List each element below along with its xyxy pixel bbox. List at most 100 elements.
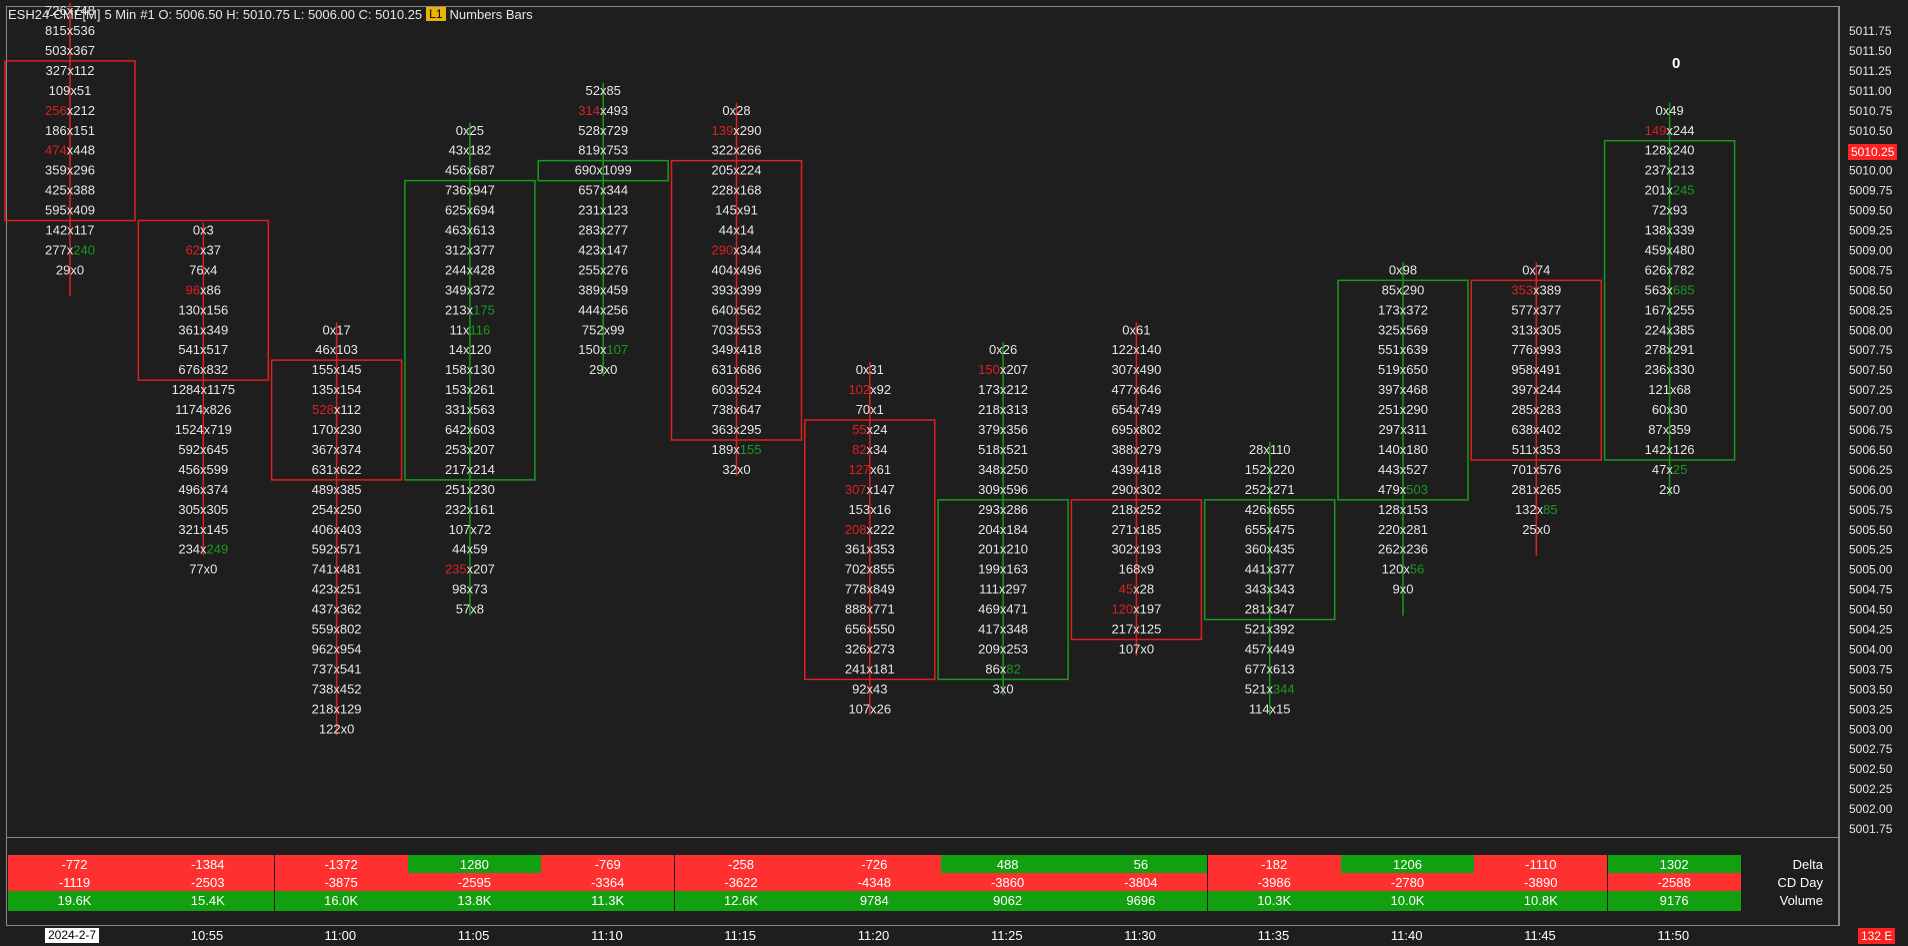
bar-body[interactable] <box>1337 279 1469 501</box>
bid-ask-cell: 640x562 <box>712 302 762 317</box>
stat-cell: -3622 <box>674 873 808 893</box>
bid-ask-cell: 111x297 <box>979 582 1027 597</box>
price-axis-label: 5009.00 <box>1849 243 1893 257</box>
price-axis-label: 5007.75 <box>1849 343 1893 357</box>
stat-row-delta: -772 -1384 -1372 1280 -769 -258 -726 488 56 -182 1… <box>8 855 1908 875</box>
bid-ask-cell: 76x4 <box>189 262 217 277</box>
bar-body[interactable] <box>1203 499 1336 621</box>
price-axis-label: 5009.75 <box>1849 184 1893 198</box>
stat-cell: 9784 <box>807 891 941 911</box>
bid-ask-cell: 251x290 <box>1378 402 1428 417</box>
bid-ask-cell: 404x496 <box>712 262 762 277</box>
price-axis-label: 5009.25 <box>1849 224 1893 238</box>
bar-body[interactable] <box>137 219 270 381</box>
bid-ask-cell: 244x428 <box>445 262 495 277</box>
bid-ask-cell: 135x154 <box>312 382 362 397</box>
price-axis-label: 5003.75 <box>1849 662 1893 676</box>
stat-cell: 9062 <box>941 891 1075 911</box>
bid-ask-cell: 0x74 <box>1522 262 1550 277</box>
bid-ask-cell: 655x475 <box>1245 522 1295 537</box>
bar-body[interactable] <box>4 60 136 222</box>
price-axis-label: 5002.50 <box>1849 762 1893 776</box>
bid-ask-cell: 626x782 <box>1645 262 1695 277</box>
bid-ask-cell: 173x372 <box>1378 302 1428 317</box>
bid-ask-cell: 150x107 <box>578 342 628 357</box>
bid-ask-cell: 232x161 <box>445 502 495 517</box>
stat-cell: -1119 <box>8 873 141 893</box>
bar-body[interactable] <box>1070 499 1203 641</box>
bid-ask-cell: 142x126 <box>1645 442 1695 457</box>
bar-body[interactable] <box>670 159 803 441</box>
price-axis-label: 5006.50 <box>1849 443 1893 457</box>
stat-cell: -2780 <box>1341 873 1474 893</box>
bid-ask-cell: 281x265 <box>1511 482 1561 497</box>
time-axis-label: 11:30 <box>1124 928 1156 943</box>
bar-body[interactable] <box>1470 279 1603 461</box>
bid-ask-cell: 642x603 <box>445 422 495 437</box>
bar-body[interactable] <box>804 419 936 681</box>
bar-body[interactable] <box>404 179 536 481</box>
period-label[interactable]: 5 Min <box>104 6 137 22</box>
bid-ask-cell: 327x112 <box>46 63 95 78</box>
stat-cell: -1372 <box>274 855 408 875</box>
bar-body[interactable] <box>937 499 1069 681</box>
stat-cell: -258 <box>674 855 808 875</box>
price-axis-label: 5001.75 <box>1849 822 1893 836</box>
bid-ask-cell: 657x344 <box>578 183 628 198</box>
bid-ask-cell: 302x193 <box>1111 542 1161 557</box>
bid-ask-cell: 0x49 <box>1655 103 1683 118</box>
price-axis-label: 5005.25 <box>1849 543 1893 557</box>
bid-ask-cell: 278x291 <box>1645 342 1695 357</box>
stat-cell: -1384 <box>141 855 275 875</box>
bid-ask-cell: 778x849 <box>845 582 895 597</box>
bid-ask-cell: 52x85 <box>585 83 620 98</box>
price-axis-label: 5006.00 <box>1849 483 1893 497</box>
price-axis-label: 5005.50 <box>1849 523 1893 537</box>
bid-ask-cell: 360x435 <box>1245 542 1295 557</box>
bid-ask-cell: 521x344 <box>1245 681 1295 696</box>
bid-ask-cell: 325x569 <box>1378 322 1428 337</box>
bid-ask-cell: 153x261 <box>445 382 495 397</box>
time-axis-label: 11:10 <box>591 928 623 943</box>
bar-body[interactable] <box>537 159 669 182</box>
corner-badge: 132 E <box>1858 928 1896 944</box>
bid-ask-cell: 437x362 <box>312 602 362 617</box>
bid-ask-cell: 173x212 <box>978 382 1028 397</box>
bid-ask-cell: 603x524 <box>712 382 762 397</box>
stat-cell: -2588 <box>1607 873 1741 893</box>
bid-ask-cell: 397x244 <box>1511 382 1561 397</box>
bid-ask-cell: 307x147 <box>845 482 895 497</box>
bid-ask-cell: 312x377 <box>445 242 495 257</box>
stat-cell: 488 <box>941 855 1075 875</box>
bid-ask-cell: 819x753 <box>578 143 628 158</box>
bid-ask-cell: 142x117 <box>46 223 95 238</box>
bid-ask-cell: 736x947 <box>445 183 495 198</box>
price-axis-divider <box>1838 6 1839 926</box>
bar-body[interactable] <box>270 359 403 481</box>
price-axis-label: 5009.50 <box>1849 204 1893 218</box>
bid-ask-cell: 224x385 <box>1645 322 1695 337</box>
bid-ask-cell: 149x244 <box>1645 123 1695 138</box>
bid-ask-cell: 130x156 <box>178 302 228 317</box>
price-axis-label: 5004.75 <box>1849 583 1893 597</box>
symbol-label[interactable]: ESH24-CME[M] <box>8 6 101 22</box>
stats-area <box>6 838 1840 926</box>
bar-body[interactable] <box>1603 139 1736 461</box>
bid-ask-cell: 98x73 <box>452 582 487 597</box>
bid-ask-cell: 676x832 <box>178 362 228 377</box>
bid-ask-cell: 0x25 <box>456 123 484 138</box>
bid-ask-cell: 519x650 <box>1378 362 1428 377</box>
bid-ask-cell: 595x409 <box>45 203 95 218</box>
top-right-value: 0 <box>1672 55 1681 72</box>
last-price-marker: 5010.25 <box>1848 144 1898 160</box>
bid-ask-cell: 563x685 <box>1645 282 1695 297</box>
bid-ask-cell: 702x855 <box>845 562 895 577</box>
bid-ask-cell: 379x356 <box>978 422 1028 437</box>
stat-cell: -3986 <box>1207 873 1341 893</box>
chart-area[interactable] <box>6 6 1840 838</box>
time-axis-label: 11:35 <box>1257 928 1290 943</box>
stat-cell: -769 <box>541 855 675 875</box>
price-axis-label: 5010.75 <box>1849 104 1893 118</box>
bid-ask-cell: 236x330 <box>1645 362 1695 377</box>
bid-ask-cell: 958x491 <box>1511 362 1561 377</box>
